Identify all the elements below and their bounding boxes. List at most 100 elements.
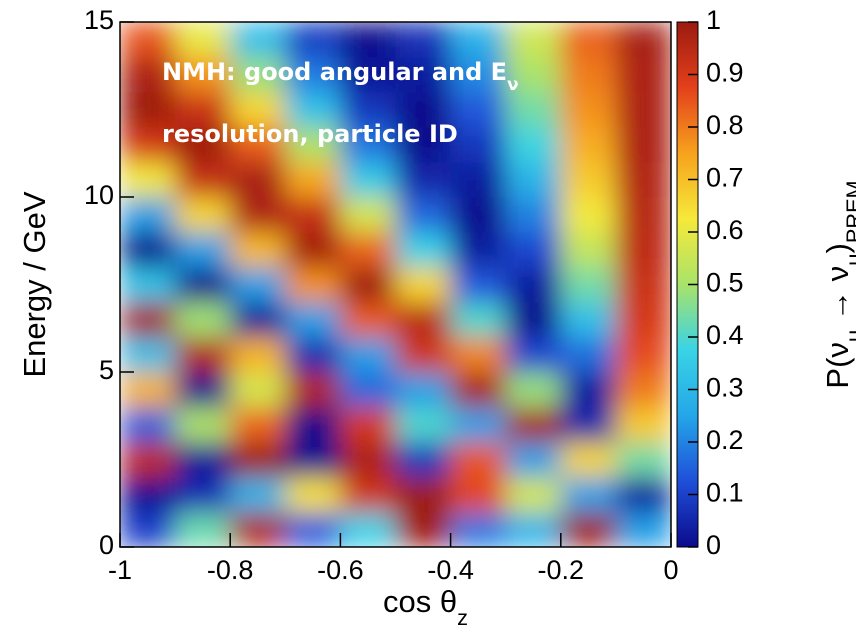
subscript: μ bbox=[841, 253, 856, 266]
heatmap-cell bbox=[615, 57, 671, 93]
x-tick-label: -0.4 bbox=[427, 555, 474, 585]
heatmap-cell bbox=[340, 57, 396, 93]
heatmap-cell bbox=[120, 477, 176, 513]
colorbar-tick-label: 0.8 bbox=[706, 110, 744, 140]
heatmap-cell bbox=[175, 232, 231, 268]
heatmap-cell bbox=[505, 162, 562, 198]
heatmap-cell bbox=[505, 232, 562, 268]
heatmap-cell bbox=[450, 22, 507, 58]
y-tick-label: 10 bbox=[84, 180, 114, 210]
text-part: cos θ bbox=[383, 584, 457, 619]
heatmap-cell bbox=[615, 232, 671, 268]
heatmap-cell bbox=[175, 267, 231, 303]
heatmap-cell bbox=[505, 372, 562, 408]
heatmap-cell bbox=[285, 92, 341, 128]
heatmap-cell bbox=[120, 267, 176, 303]
x-tick-label: -0.8 bbox=[207, 555, 254, 585]
heatmap-cell bbox=[175, 372, 231, 408]
heatmap-cell bbox=[340, 512, 396, 547]
heatmap-cell bbox=[505, 267, 562, 303]
heatmap-cell bbox=[175, 477, 231, 513]
heatmap-cell bbox=[340, 232, 396, 268]
heatmap-cell bbox=[120, 57, 176, 93]
heatmap-cell bbox=[450, 407, 507, 443]
x-tick-label: -0.2 bbox=[538, 555, 585, 585]
heatmap-cell bbox=[450, 512, 507, 547]
x-tick-label: -1 bbox=[108, 555, 132, 585]
heatmap-cell bbox=[615, 477, 671, 513]
heatmap-cell bbox=[505, 57, 562, 93]
heatmap-cell bbox=[175, 22, 231, 58]
heatmap-cell bbox=[285, 162, 341, 198]
heatmap-cell bbox=[615, 162, 671, 198]
heatmap-cell bbox=[560, 372, 617, 408]
heatmap-cell bbox=[395, 92, 452, 128]
heatmap-cell bbox=[615, 92, 671, 128]
heatmap-cell bbox=[505, 407, 562, 443]
heatmap-cell bbox=[505, 302, 562, 338]
heatmap-cell bbox=[450, 302, 507, 338]
heatmap-cell bbox=[120, 337, 176, 373]
heatmap-cell bbox=[175, 127, 231, 163]
heatmap-cell bbox=[285, 407, 341, 443]
heatmap-cell bbox=[230, 442, 286, 478]
x-tick-label: 0 bbox=[663, 555, 678, 585]
heatmap-cell bbox=[340, 372, 396, 408]
heatmap-cell bbox=[450, 232, 507, 268]
heatmap-cell bbox=[175, 442, 231, 478]
heatmap-cell bbox=[395, 372, 452, 408]
text-part: NMH: good angular and E bbox=[162, 58, 507, 86]
heatmap-cell bbox=[450, 57, 507, 93]
heatmap-cell bbox=[230, 372, 286, 408]
text-part: P(ν bbox=[820, 342, 855, 389]
heatmap-cell bbox=[175, 162, 231, 198]
heatmap-cell bbox=[615, 197, 671, 233]
heatmap-cell bbox=[560, 127, 617, 163]
heatmap-cell bbox=[395, 162, 452, 198]
colorbar-label: P(νμ → νμ)PREM bbox=[820, 180, 856, 388]
heatmap-cell bbox=[285, 232, 341, 268]
y-tick-label: 0 bbox=[99, 530, 114, 560]
heatmap-cell bbox=[120, 372, 176, 408]
heatmap-cell bbox=[285, 197, 341, 233]
heatmap-cell bbox=[285, 337, 341, 373]
heatmap-cell bbox=[230, 407, 286, 443]
heatmap-cell bbox=[505, 127, 562, 163]
heatmap-cell bbox=[450, 477, 507, 513]
heatmap-cell bbox=[395, 442, 452, 478]
text-part: → ν bbox=[820, 266, 855, 330]
heatmap-cell bbox=[175, 197, 231, 233]
heatmap-cell bbox=[175, 337, 231, 373]
heatmap-cell bbox=[450, 267, 507, 303]
heatmap-cell bbox=[395, 337, 452, 373]
subscript: ν bbox=[507, 74, 518, 94]
colorbar-tick-label: 0.5 bbox=[706, 268, 744, 298]
heatmap-cell bbox=[560, 267, 617, 303]
heatmap-cell bbox=[175, 92, 231, 128]
heatmap-cell bbox=[120, 302, 176, 338]
subscript: μ bbox=[841, 330, 856, 343]
heatmap-cell bbox=[395, 477, 452, 513]
heatmap-cell bbox=[340, 302, 396, 338]
heatmap-cell bbox=[120, 442, 176, 478]
heatmap-cell bbox=[120, 197, 176, 233]
heatmap-cell bbox=[285, 302, 341, 338]
heatmap-cell bbox=[505, 337, 562, 373]
heatmap-cell bbox=[560, 512, 617, 547]
heatmap-cell bbox=[120, 232, 176, 268]
heatmap-cell bbox=[615, 127, 671, 163]
heatmap-cell bbox=[450, 372, 507, 408]
colorbar-tick-label: 0.2 bbox=[706, 425, 744, 455]
heatmap-cell bbox=[560, 407, 617, 443]
heatmap-cell bbox=[340, 127, 396, 163]
heatmap-cell bbox=[175, 512, 231, 547]
plot-area bbox=[120, 22, 671, 547]
heatmap-cell bbox=[120, 127, 176, 163]
heatmap-cell bbox=[230, 57, 286, 93]
heatmap-cell bbox=[340, 442, 396, 478]
heatmap-cell bbox=[340, 92, 396, 128]
heatmap-cell bbox=[505, 22, 562, 58]
heatmap-cell bbox=[285, 372, 341, 408]
heatmap-cell bbox=[560, 197, 617, 233]
